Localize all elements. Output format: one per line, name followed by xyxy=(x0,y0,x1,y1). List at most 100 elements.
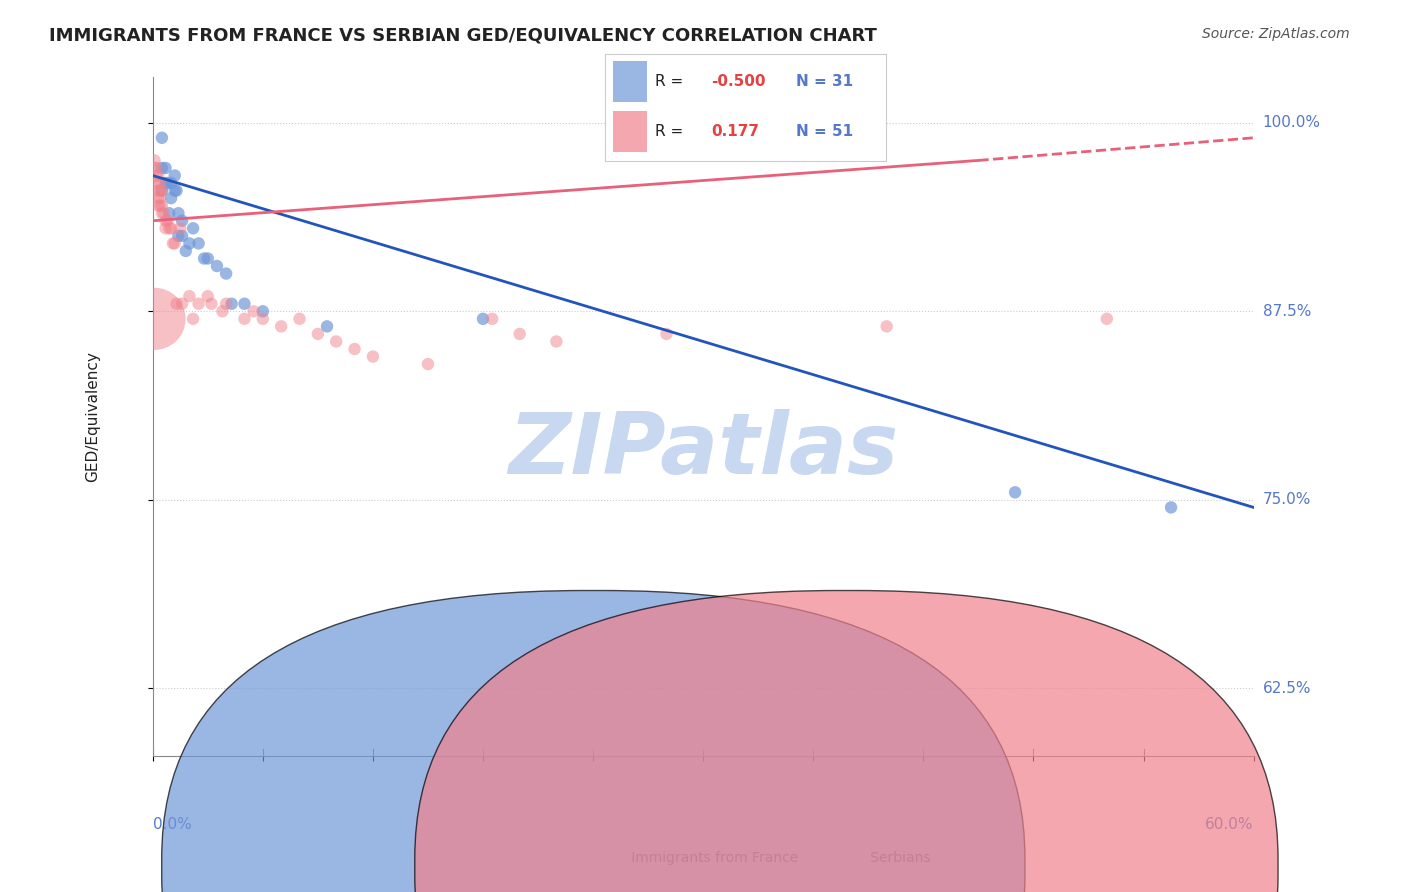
Point xyxy=(148,184,170,198)
Point xyxy=(163,236,186,251)
Point xyxy=(162,236,184,251)
Point xyxy=(149,199,172,213)
Point xyxy=(172,213,194,227)
Point xyxy=(157,206,180,220)
Point xyxy=(215,267,238,281)
Point xyxy=(143,153,166,168)
Point xyxy=(172,228,194,243)
Point xyxy=(211,304,233,318)
Text: 75.0%: 75.0% xyxy=(1263,492,1312,508)
Point xyxy=(160,221,183,235)
Point xyxy=(150,184,173,198)
Point xyxy=(160,176,183,190)
Point xyxy=(325,334,347,349)
Point xyxy=(149,176,172,190)
Point xyxy=(145,169,167,183)
Text: 87.5%: 87.5% xyxy=(1263,304,1312,318)
Point xyxy=(145,161,167,175)
Point xyxy=(157,221,180,235)
Point xyxy=(149,184,172,198)
Point xyxy=(361,350,384,364)
Text: GED/Equivalency: GED/Equivalency xyxy=(84,351,100,483)
Point xyxy=(876,319,898,334)
Point xyxy=(155,176,177,190)
Text: N = 51: N = 51 xyxy=(796,124,853,139)
Point xyxy=(1004,485,1026,500)
Point xyxy=(150,184,173,198)
Point xyxy=(197,289,219,303)
Point xyxy=(179,289,201,303)
Text: R =: R = xyxy=(655,124,689,139)
Point xyxy=(166,297,188,311)
Point xyxy=(160,191,183,205)
Point xyxy=(150,206,173,220)
Text: 62.5%: 62.5% xyxy=(1263,681,1312,696)
Point xyxy=(150,161,173,175)
Text: -0.500: -0.500 xyxy=(711,74,766,89)
Point xyxy=(167,206,190,220)
Point xyxy=(150,199,173,213)
Point xyxy=(172,297,194,311)
Point xyxy=(163,169,186,183)
Bar xyxy=(613,112,647,152)
Text: Source: ZipAtlas.com: Source: ZipAtlas.com xyxy=(1202,27,1350,41)
Point xyxy=(148,199,170,213)
Point xyxy=(655,326,678,341)
Point xyxy=(155,221,177,235)
Point xyxy=(149,191,172,205)
Point xyxy=(169,221,191,235)
Point xyxy=(1095,311,1118,326)
Point xyxy=(181,221,204,235)
Text: Serbians: Serbians xyxy=(844,851,931,865)
Point xyxy=(233,311,256,326)
Point xyxy=(233,297,256,311)
Point xyxy=(152,206,174,220)
Point xyxy=(187,297,209,311)
Point xyxy=(148,191,170,205)
Text: 0.0%: 0.0% xyxy=(153,817,191,831)
Text: 60.0%: 60.0% xyxy=(1205,817,1254,831)
Point xyxy=(509,326,531,341)
Text: R =: R = xyxy=(655,74,689,89)
Point xyxy=(316,319,339,334)
Text: IMMIGRANTS FROM FRANCE VS SERBIAN GED/EQUIVALENCY CORRELATION CHART: IMMIGRANTS FROM FRANCE VS SERBIAN GED/EQ… xyxy=(49,27,877,45)
Point xyxy=(1160,500,1182,515)
Text: 100.0%: 100.0% xyxy=(1263,115,1320,130)
Text: 0.177: 0.177 xyxy=(711,124,759,139)
Point xyxy=(221,297,243,311)
Point xyxy=(481,311,503,326)
Point xyxy=(472,311,495,326)
Bar xyxy=(613,61,647,102)
Point xyxy=(179,236,201,251)
Point xyxy=(156,176,179,190)
Point xyxy=(143,161,166,175)
Point xyxy=(145,176,167,190)
Point xyxy=(270,319,292,334)
Point xyxy=(197,252,219,266)
Point xyxy=(155,161,177,175)
Point xyxy=(150,130,173,145)
Point xyxy=(167,228,190,243)
Point xyxy=(163,184,186,198)
Point xyxy=(307,326,329,341)
Point xyxy=(155,213,177,227)
Point xyxy=(166,184,188,198)
Point xyxy=(148,169,170,183)
Point xyxy=(143,311,166,326)
Point xyxy=(200,297,222,311)
Text: N = 31: N = 31 xyxy=(796,74,853,89)
Point xyxy=(242,304,264,318)
Point xyxy=(156,213,179,227)
Text: ZIPatlas: ZIPatlas xyxy=(508,409,898,492)
Point xyxy=(416,357,439,371)
Point xyxy=(288,311,311,326)
Point xyxy=(252,304,274,318)
Point xyxy=(205,259,228,273)
Point xyxy=(174,244,197,258)
Point xyxy=(343,342,366,356)
Point xyxy=(215,297,238,311)
Point xyxy=(252,311,274,326)
Point xyxy=(193,252,215,266)
Point xyxy=(546,334,568,349)
Point xyxy=(187,236,209,251)
